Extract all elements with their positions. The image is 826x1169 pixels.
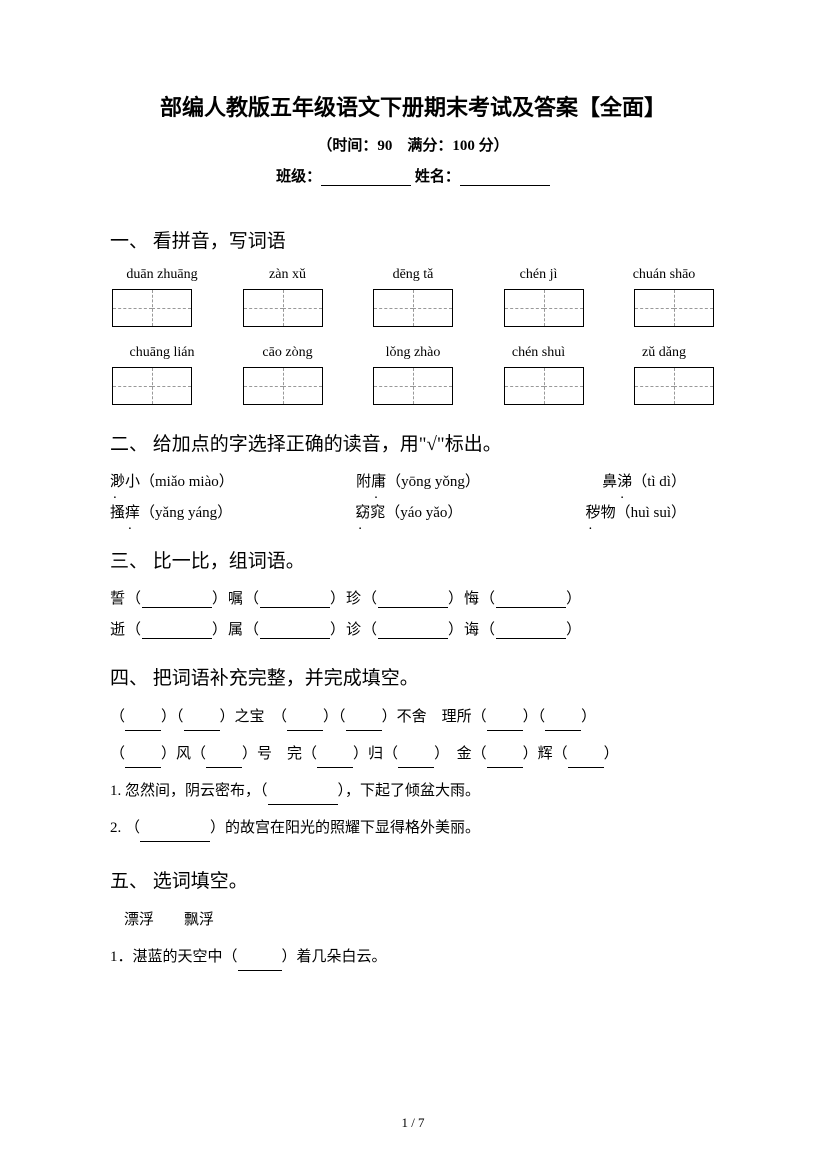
q2-row: 渺小（miǎo miào） 附庸（yōng yǒng） 鼻涕（tì dì） bbox=[110, 470, 716, 491]
char-box[interactable] bbox=[243, 289, 323, 327]
pinyin-label: dēng tǎ bbox=[363, 267, 463, 283]
dotted-char: 秽 bbox=[586, 501, 601, 522]
char-box[interactable] bbox=[373, 289, 453, 327]
char-box[interactable] bbox=[504, 367, 584, 405]
fill-blank[interactable] bbox=[142, 638, 212, 639]
fill-blank[interactable] bbox=[317, 767, 353, 768]
pinyin-label: chuán shāo bbox=[614, 267, 714, 283]
char-box[interactable] bbox=[634, 289, 714, 327]
char-box[interactable] bbox=[373, 367, 453, 405]
fill-blank[interactable] bbox=[378, 638, 448, 639]
pinyin-label: cāo zòng bbox=[238, 345, 338, 361]
fill-blank[interactable] bbox=[268, 804, 338, 805]
fill-blank[interactable] bbox=[398, 767, 434, 768]
q4-sentence: 2. （）的故宫在阳光的照耀下显得格外美丽。 bbox=[110, 815, 716, 842]
pinyin-label: zǔ dǎng bbox=[614, 345, 714, 361]
fill-blank[interactable] bbox=[287, 730, 323, 731]
pinyin-label: lǒng zhào bbox=[363, 345, 463, 361]
fill-blank[interactable] bbox=[142, 607, 212, 608]
doc-subtitle: （时间：90 满分：100 分） bbox=[110, 134, 716, 155]
q3-line: 逝（）属（）诊（）诲（） bbox=[110, 618, 716, 639]
dotted-char: 窈 bbox=[355, 501, 370, 522]
q4-line: （）风（）号 完（）归（） 金（）辉（） bbox=[110, 741, 716, 768]
pinyin-label: duān zhuāng bbox=[112, 267, 212, 283]
section-1-heading: 一、 看拼音，写词语 bbox=[110, 226, 716, 253]
fill-blank[interactable] bbox=[184, 730, 220, 731]
student-info-line: 班级： 姓名： bbox=[110, 165, 716, 186]
fill-blank[interactable] bbox=[125, 767, 161, 768]
fill-blank[interactable] bbox=[545, 730, 581, 731]
pinyin-row-1: duān zhuāng zàn xǔ dēng tǎ chén jì chuán… bbox=[110, 267, 716, 283]
class-label: 班级： bbox=[276, 169, 321, 185]
q2-item: 附庸（yōng yǒng） bbox=[356, 470, 480, 491]
fill-blank[interactable] bbox=[378, 607, 448, 608]
fill-blank[interactable] bbox=[496, 638, 566, 639]
pinyin-row-2: chuāng lián cāo zòng lǒng zhào chén shuì… bbox=[110, 345, 716, 361]
fill-blank[interactable] bbox=[487, 767, 523, 768]
pinyin-label: zàn xǔ bbox=[238, 267, 338, 283]
fill-blank[interactable] bbox=[487, 730, 523, 731]
section-3-heading: 三、 比一比，组词语。 bbox=[110, 546, 716, 573]
name-label: 姓名： bbox=[415, 169, 460, 185]
name-blank[interactable] bbox=[460, 185, 550, 186]
char-box[interactable] bbox=[504, 289, 584, 327]
char-box[interactable] bbox=[243, 367, 323, 405]
char-box[interactable] bbox=[112, 289, 192, 327]
fill-blank[interactable] bbox=[238, 970, 282, 971]
dotted-char: 涕 bbox=[617, 470, 632, 491]
q2-item: 秽物（huì suì） bbox=[586, 501, 686, 522]
fill-blank[interactable] bbox=[125, 730, 161, 731]
fill-blank[interactable] bbox=[206, 767, 242, 768]
dotted-char: 渺 bbox=[110, 470, 125, 491]
q5-sentence: 1．湛蓝的天空中（）着几朵白云。 bbox=[110, 944, 716, 971]
pinyin-label: chuāng lián bbox=[112, 345, 212, 361]
fill-blank[interactable] bbox=[496, 607, 566, 608]
pinyin-label: chén shuì bbox=[489, 345, 589, 361]
q2-item: 搔痒（yǎng yáng） bbox=[110, 501, 232, 522]
q5-words: 漂浮 飘浮 bbox=[110, 907, 716, 934]
fill-blank[interactable] bbox=[260, 607, 330, 608]
q2-item: 窈窕（yáo yǎo） bbox=[355, 501, 462, 522]
class-blank[interactable] bbox=[321, 185, 411, 186]
fill-blank[interactable] bbox=[260, 638, 330, 639]
page-number: 1 / 7 bbox=[0, 1115, 826, 1131]
q3-line: 誓（）嘱（）珍（）悔（） bbox=[110, 587, 716, 608]
section-4-heading: 四、 把词语补充完整，并完成填空。 bbox=[110, 663, 716, 690]
pinyin-label: chén jì bbox=[489, 267, 589, 283]
section-2-heading: 二、 给加点的字选择正确的读音，用"√"标出。 bbox=[110, 429, 716, 456]
fill-blank[interactable] bbox=[346, 730, 382, 731]
q2-row: 搔痒（yǎng yáng） 窈窕（yáo yǎo） 秽物（huì suì） bbox=[110, 501, 716, 522]
fill-blank[interactable] bbox=[140, 841, 210, 842]
q4-line: （）（）之宝 （）（）不舍 理所（）（） bbox=[110, 704, 716, 731]
dotted-char: 痒 bbox=[125, 501, 140, 522]
dotted-char: 庸 bbox=[371, 470, 386, 491]
doc-title: 部编人教版五年级语文下册期末考试及答案【全面】 bbox=[110, 90, 716, 122]
char-box-row-1 bbox=[110, 289, 716, 327]
section-5-heading: 五、 选词填空。 bbox=[110, 866, 716, 893]
q4-sentence: 1. 忽然间，阴云密布，（），下起了倾盆大雨。 bbox=[110, 778, 716, 805]
fill-blank[interactable] bbox=[568, 767, 604, 768]
char-box[interactable] bbox=[112, 367, 192, 405]
char-box-row-2 bbox=[110, 367, 716, 405]
char-box[interactable] bbox=[634, 367, 714, 405]
q2-item: 鼻涕（tì dì） bbox=[602, 470, 686, 491]
q2-item: 渺小（miǎo miào） bbox=[110, 470, 234, 491]
